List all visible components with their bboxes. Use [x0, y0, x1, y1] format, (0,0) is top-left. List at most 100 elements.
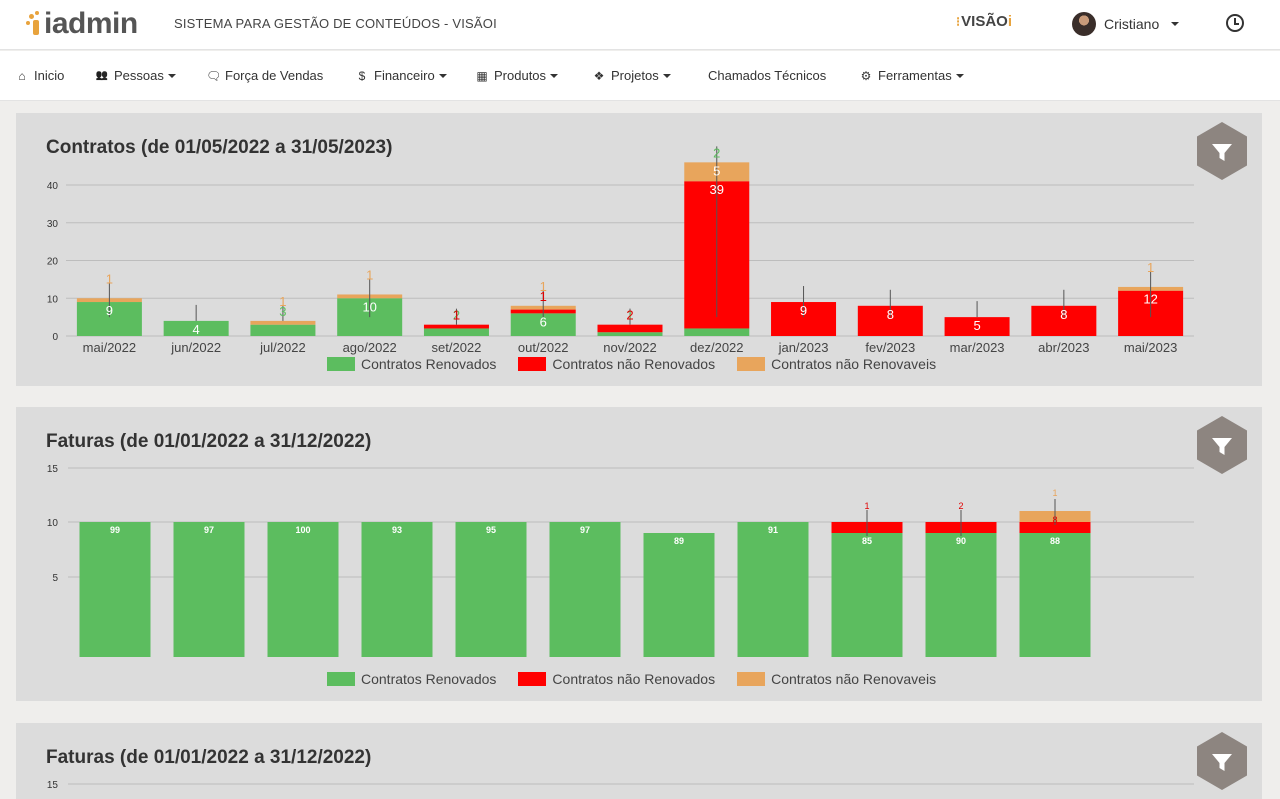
bar-segment — [163, 320, 229, 336]
legend-item-renovados[interactable]: Contratos Renovados — [327, 356, 496, 372]
x-tick-label: nov/2022 — [603, 340, 657, 355]
nav-label: Financeiro — [374, 68, 435, 83]
legend-item-renovados[interactable]: Contratos Renovados — [327, 671, 496, 687]
bar-segment — [597, 332, 663, 336]
data-label: 8 — [1052, 515, 1057, 525]
bar-segment — [173, 522, 245, 657]
legend-item-nao-renovaveis[interactable]: Contratos não Renovaveis — [737, 356, 936, 372]
top-bar: iadmin SISTEMA PARA GESTÃO DE CONTEÚDOS … — [0, 0, 1280, 50]
y-tick-label: 15 — [47, 464, 59, 475]
logo[interactable]: iadmin — [26, 4, 138, 44]
brand-main: VISÃO — [961, 13, 1008, 30]
data-label: 39 — [710, 182, 724, 197]
chevron-down-icon — [167, 73, 176, 78]
chevron-down-icon — [438, 73, 447, 78]
nav-item-chamados-t-cnicos[interactable]: Chamados Técnicos — [708, 68, 826, 83]
x-tick-label: dez/2022 — [690, 340, 744, 355]
filter-button[interactable] — [1197, 416, 1247, 474]
nav-item-for-a-de-vendas[interactable]: 🗨 Força de Vendas — [206, 68, 323, 83]
nav-item-pessoas[interactable]: 👥 Pessoas — [95, 68, 176, 83]
nav-label: Força de Vendas — [225, 68, 324, 83]
nav-label: Pessoas — [114, 68, 164, 83]
data-label: 1 — [279, 294, 286, 309]
panel-title: Contratos (de 01/05/2022 a 31/05/2023) — [46, 137, 393, 158]
nav-item-produtos[interactable]: ▦ Produtos — [475, 68, 559, 83]
user-menu[interactable]: Cristiano — [1072, 12, 1180, 36]
data-label: 1 — [453, 308, 460, 323]
x-tick-label: jan/2023 — [778, 340, 829, 355]
data-label: 91 — [768, 525, 778, 535]
clock-icon[interactable] — [1226, 14, 1244, 32]
user-name: Cristiano — [1104, 16, 1160, 32]
y-tick-label: 10 — [47, 294, 59, 305]
data-label: 1 — [626, 308, 633, 323]
chevron-down-icon — [955, 73, 964, 78]
x-tick-label: out/2022 — [518, 340, 569, 355]
y-tick-label: 30 — [47, 219, 59, 230]
bar-segment — [643, 533, 715, 657]
filter-button[interactable] — [1197, 122, 1247, 180]
nav-item-financeiro[interactable]: $ Financeiro — [355, 68, 447, 83]
cogs-icon: ⚙ — [860, 68, 872, 83]
legend-swatch — [737, 672, 766, 686]
data-label: 8 — [887, 307, 894, 322]
y-tick-label: 20 — [47, 257, 59, 268]
data-label: 90 — [956, 536, 966, 546]
logo-text: iadmin — [44, 7, 138, 40]
data-label: 12 — [1143, 292, 1157, 307]
comments-icon: 🗨 — [206, 68, 222, 83]
cubes-icon: ❖ — [593, 68, 605, 83]
legend-item-nao-renovados[interactable]: Contratos não Renovados — [518, 356, 715, 372]
brand-dots-icon: ⁝ — [956, 13, 961, 29]
x-tick-label: mai/2022 — [83, 340, 136, 355]
data-label: 1 — [540, 289, 547, 304]
bar-segment — [925, 533, 997, 657]
x-tick-label: set/2022 — [432, 340, 482, 355]
data-label: 1 — [366, 267, 373, 282]
data-label: 1 — [864, 501, 869, 511]
data-label: 2 — [453, 308, 460, 323]
legend-label: Contratos não Renovaveis — [771, 356, 937, 372]
chevron-down-icon — [550, 73, 559, 78]
bar-segment — [455, 522, 527, 657]
nav-item-ferramentas[interactable]: ⚙ Ferramentas — [859, 68, 964, 83]
legend-swatch — [327, 357, 355, 371]
bar-segment — [423, 324, 489, 329]
bar-segment — [944, 317, 1010, 336]
nav-item-projetos[interactable]: ❖ Projetos — [592, 68, 671, 83]
y-tick-label: 15 — [47, 780, 59, 791]
legend-item-nao-renovados[interactable]: Contratos não Renovados — [518, 671, 715, 687]
data-label: 9 — [106, 303, 113, 318]
x-tick-label: jul/2022 — [259, 340, 306, 355]
x-tick-label: abr/2023 — [1038, 340, 1089, 355]
legend-swatch — [327, 672, 355, 686]
bar-segment — [1019, 522, 1091, 533]
home-icon: ⌂ — [18, 68, 26, 83]
data-label: 1 — [1052, 488, 1057, 498]
data-label: 9 — [800, 303, 807, 318]
legend-label: Contratos não Renovados — [552, 356, 716, 372]
data-label: 2 — [626, 308, 633, 323]
x-tick-label: mai/2023 — [1124, 340, 1177, 355]
panel-title: Faturas (de 01/01/2022 a 31/12/2022) — [46, 747, 372, 768]
nav-label: Inicio — [34, 68, 65, 83]
legend-swatch — [518, 672, 547, 686]
visao-brand: ⁝ VISÃO i — [956, 13, 1012, 30]
bar-segment — [1019, 533, 1091, 657]
legend-label: Contratos não Renovaveis — [771, 671, 937, 687]
legend-item-nao-renovaveis[interactable]: Contratos não Renovaveis — [737, 671, 936, 687]
chevron-down-icon — [662, 73, 671, 78]
data-label: 1 — [540, 279, 547, 294]
data-label: 2 — [713, 145, 720, 160]
bar-segment — [267, 522, 339, 657]
nav-item-inicio[interactable]: ⌂ Inicio — [15, 68, 64, 83]
data-label: 100 — [295, 525, 310, 535]
bar-segment — [597, 324, 663, 333]
bar-segment — [79, 522, 151, 657]
dollar-icon: $ — [358, 68, 366, 83]
legend-label: Contratos não Renovados — [552, 671, 716, 687]
bar-segment — [250, 320, 316, 325]
nav-label: Ferramentas — [878, 68, 952, 83]
faturas-chart-2: 15 — [47, 780, 1194, 791]
filter-button[interactable] — [1197, 732, 1247, 790]
